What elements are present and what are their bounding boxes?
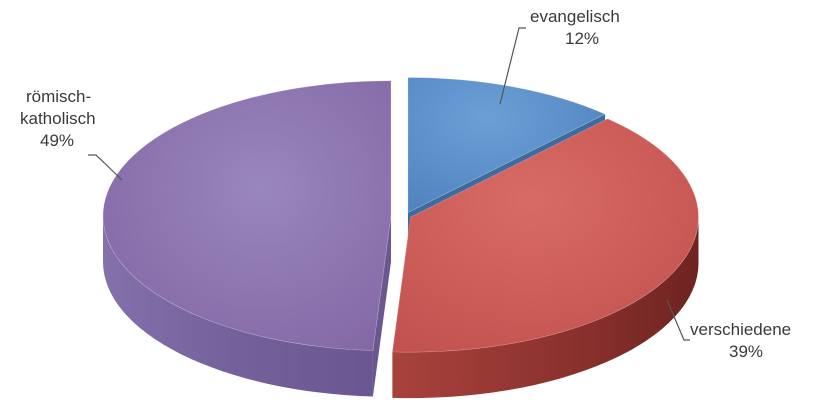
pie-slice-top-2: [102, 80, 392, 351]
leader-verschiedene: [666, 299, 690, 341]
leader-roemisch: [88, 154, 123, 181]
pie-slice-side-1: [392, 217, 699, 399]
pie-slice-1: [391, 118, 699, 399]
slice-value-evangelisch: 12%: [565, 29, 600, 48]
leader-evangelisch: [499, 27, 526, 105]
slice-label-evangelisch: evangelisch 12%: [530, 6, 620, 50]
pie-slice-top-1: [391, 118, 699, 353]
slice-value-roemisch: 49%: [40, 131, 75, 150]
pie-slice-top-0: [407, 77, 607, 214]
pie-slice-side-2: [103, 215, 373, 397]
slice-value-verschiedene: 39%: [729, 342, 764, 361]
pie-slice-2: [102, 80, 392, 397]
pie-slice-wall-2-0: [372, 215, 392, 397]
slice-label-verschiedene: verschiedene 39%: [690, 319, 791, 363]
slice-name-verschiedene: verschiedene: [690, 320, 792, 339]
slice-label-roemisch-katholisch: römisch- katholisch 49%: [20, 86, 96, 152]
slice-name-roemisch-line2: katholisch: [20, 109, 96, 128]
slice-name-roemisch-line1: römisch-: [26, 87, 92, 106]
slice-name-evangelisch: evangelisch: [530, 7, 620, 26]
